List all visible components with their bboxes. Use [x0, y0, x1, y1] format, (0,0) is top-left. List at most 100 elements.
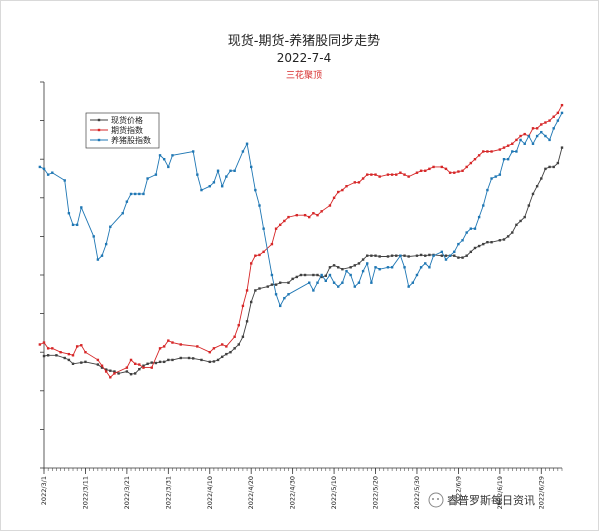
- x-tick-label: 2022/3/21: [123, 476, 131, 509]
- data-point: [506, 235, 510, 238]
- data-point: [237, 343, 240, 346]
- data-point: [295, 275, 298, 279]
- data-point: [316, 281, 319, 284]
- data-point: [461, 256, 464, 259]
- data-point: [38, 343, 42, 346]
- data-point: [154, 361, 158, 365]
- data-point: [511, 150, 514, 153]
- data-point: [477, 154, 481, 157]
- data-point: [274, 227, 278, 230]
- data-point: [403, 266, 406, 269]
- data-point: [109, 369, 112, 372]
- data-point: [337, 266, 340, 269]
- data-point: [138, 192, 141, 196]
- data-point: [390, 266, 394, 269]
- data-point: [80, 361, 83, 364]
- watermark: 睿普罗斯每日资讯: [428, 492, 535, 508]
- data-point: [395, 254, 398, 257]
- data-point: [370, 281, 373, 284]
- data-point: [544, 121, 547, 124]
- data-point: [523, 142, 526, 145]
- data-point: [250, 165, 253, 169]
- x-tick-label: 2022/3/1: [40, 476, 48, 505]
- data-point: [386, 266, 390, 269]
- data-point: [92, 235, 95, 238]
- data-point: [357, 281, 361, 284]
- data-point: [237, 323, 240, 327]
- data-point: [403, 173, 406, 176]
- data-point: [453, 250, 456, 254]
- data-point: [133, 362, 137, 365]
- data-point: [490, 240, 493, 244]
- data-point: [523, 215, 526, 219]
- data-point: [424, 254, 427, 257]
- data-point: [133, 192, 137, 196]
- x-axis-ticks: 2022/3/1 2022/3/11 2022/3/21 2022/3/31 2022/…: [40, 468, 563, 509]
- data-point: [374, 254, 377, 257]
- data-point: [303, 213, 307, 217]
- data-point: [162, 360, 166, 364]
- data-point: [51, 171, 54, 174]
- data-point: [498, 173, 502, 176]
- data-point: [457, 170, 460, 173]
- data-point: [337, 285, 340, 288]
- data-point: [245, 142, 249, 145]
- data-point: [361, 258, 365, 261]
- data-point: [100, 366, 104, 369]
- series-1: [42, 146, 564, 376]
- data-point: [457, 242, 460, 246]
- data-point: [494, 175, 497, 178]
- data-point: [84, 360, 87, 364]
- x-tick-label: 2022/6/9: [454, 476, 462, 505]
- data-point: [121, 212, 124, 215]
- data-point: [200, 358, 203, 362]
- data-point: [502, 146, 506, 149]
- data-point: [548, 138, 551, 142]
- data-point: [531, 192, 535, 196]
- data-point: [179, 356, 182, 360]
- data-point: [266, 285, 269, 288]
- data-point: [316, 213, 319, 217]
- data-point: [544, 167, 547, 171]
- data-point: [519, 138, 522, 142]
- data-point: [498, 239, 502, 242]
- data-point: [162, 345, 166, 348]
- data-point: [324, 279, 327, 282]
- data-point: [366, 173, 369, 176]
- x-tick-label: 2022/6/29: [537, 476, 545, 509]
- data-point: [287, 293, 290, 296]
- data-point: [515, 150, 518, 153]
- data-point: [399, 254, 402, 257]
- x-tick-label: 2022/6/19: [496, 476, 504, 509]
- data-point: [42, 354, 46, 358]
- data-point: [527, 204, 531, 207]
- data-point: [337, 190, 340, 194]
- data-point: [283, 219, 286, 223]
- data-point: [254, 254, 257, 257]
- data-point: [548, 119, 551, 122]
- legend-marker: [97, 138, 101, 142]
- data-point: [482, 204, 485, 207]
- legend-marker: [97, 128, 101, 132]
- series-3: [38, 111, 564, 308]
- data-point: [125, 370, 129, 373]
- data-point: [390, 254, 394, 257]
- data-point: [324, 274, 327, 277]
- data-point: [552, 115, 555, 118]
- data-point: [332, 281, 336, 284]
- data-point: [150, 361, 153, 364]
- data-point: [527, 134, 531, 138]
- data-point: [129, 358, 133, 362]
- data-point: [490, 177, 493, 180]
- data-point: [303, 273, 307, 277]
- data-point: [312, 273, 315, 277]
- data-point: [133, 372, 137, 375]
- data-point: [386, 255, 390, 258]
- data-point: [191, 357, 195, 360]
- data-point: [109, 225, 112, 228]
- data-point: [250, 300, 253, 304]
- data-point: [142, 192, 145, 196]
- data-point: [254, 289, 257, 292]
- data-point: [113, 372, 116, 375]
